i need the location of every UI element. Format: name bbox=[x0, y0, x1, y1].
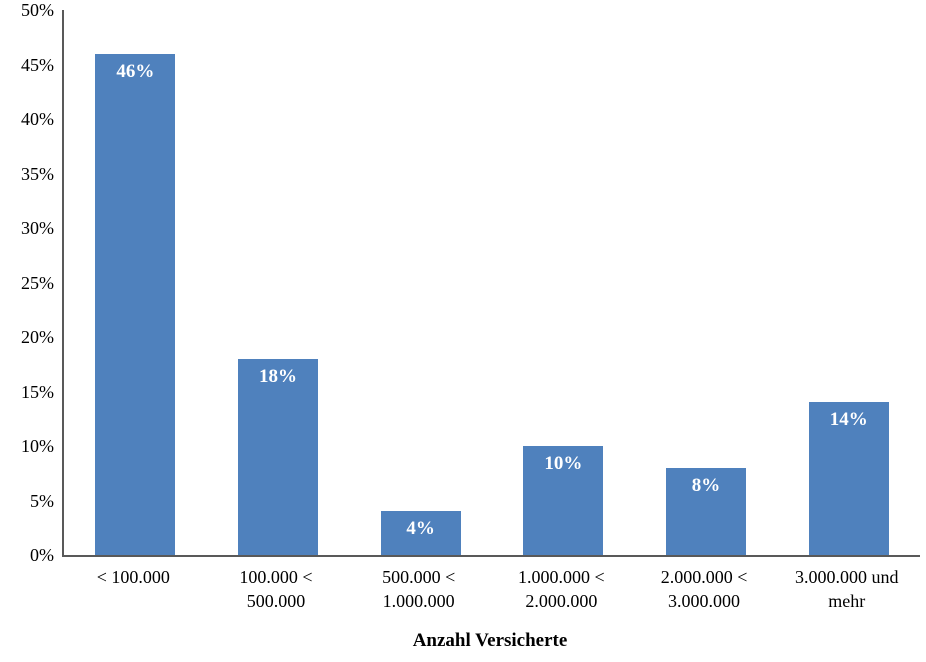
x-axis-labels: < 100.000 100.000 < 500.000 500.000 < 1.00… bbox=[62, 561, 918, 614]
bar-value-label: 4% bbox=[406, 518, 435, 540]
bar-0: 46% bbox=[95, 53, 176, 555]
bars-container: 46% 18% 4% 10% 8% 14% bbox=[64, 10, 920, 555]
plot-area: 46% 18% 4% 10% 8% 14% bbox=[62, 10, 920, 557]
x-category-label: < 100.000 bbox=[96, 567, 170, 587]
bar-value-label: 8% bbox=[691, 474, 721, 496]
bar-value-label: 46% bbox=[116, 60, 155, 82]
bar-4: 8% bbox=[666, 467, 747, 555]
y-tick-label: 35% bbox=[21, 163, 54, 184]
bar-slot: 14% bbox=[777, 10, 920, 555]
y-tick-label: 0% bbox=[30, 545, 54, 565]
x-category-label: 500.000 < 1.000.000 bbox=[382, 567, 456, 612]
bar-slot: 46% bbox=[64, 10, 207, 555]
y-tick-label: 25% bbox=[21, 272, 54, 293]
bar-slot: 8% bbox=[635, 10, 778, 555]
bar-slot: 4% bbox=[349, 10, 492, 555]
bar-slot: 18% bbox=[207, 10, 350, 555]
x-category-label: 1.000.000 < 2.000.000 bbox=[518, 567, 605, 612]
x-category-label: 2.000.000 < 3.000.000 bbox=[660, 567, 748, 612]
bar-slot: 10% bbox=[492, 10, 635, 555]
x-axis-title: Anzahl Versicherte bbox=[412, 630, 568, 651]
y-tick-label: 15% bbox=[21, 381, 54, 402]
x-category-label: 100.000 < 500.000 bbox=[239, 567, 313, 612]
bar-value-label: 10% bbox=[544, 453, 583, 474]
bar-2: 4% bbox=[380, 511, 461, 555]
y-tick-label: 30% bbox=[21, 218, 54, 238]
bar-1: 18% bbox=[238, 358, 318, 555]
y-tick-label: 45% bbox=[21, 54, 54, 75]
bar-value-label: 14% bbox=[829, 409, 868, 431]
y-tick-label: 50% bbox=[21, 0, 54, 20]
y-tick-label: 5% bbox=[30, 490, 54, 511]
y-axis: 0% 5% 10% 15% 20% 25% 30% 35% 40% 45% 50% bbox=[0, 0, 58, 565]
y-tick-label: 10% bbox=[21, 436, 54, 456]
bar-value-label: 18% bbox=[259, 365, 297, 387]
bar-5: 14% bbox=[808, 402, 889, 555]
x-category-label: 3.000.000 und mehr bbox=[794, 567, 899, 612]
y-tick-label: 40% bbox=[21, 109, 54, 129]
bar-3: 10% bbox=[523, 446, 604, 555]
y-tick-label: 20% bbox=[21, 327, 54, 347]
